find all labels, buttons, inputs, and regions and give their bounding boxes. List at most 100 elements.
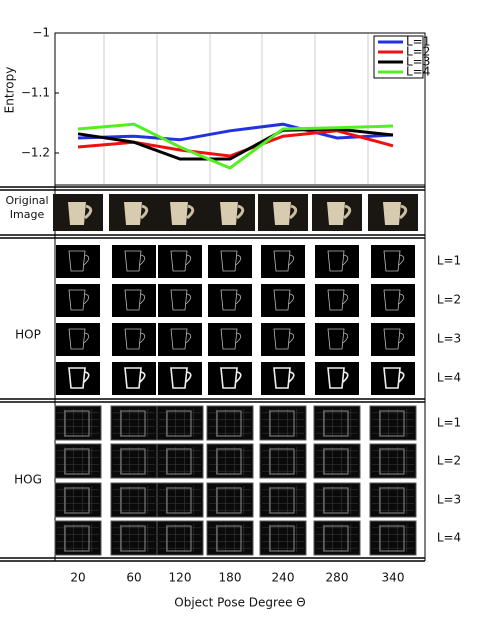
hog-thumb xyxy=(369,405,417,441)
hog-thumb xyxy=(259,482,307,518)
cup-handle xyxy=(289,204,298,220)
hop-label: HOP xyxy=(15,328,41,342)
hop-thumb xyxy=(261,323,305,356)
hog-thumb xyxy=(313,443,361,479)
hop-thumb xyxy=(56,245,100,278)
hog-thumb xyxy=(313,405,361,441)
x-axis-label: Object Pose Degree Θ xyxy=(174,596,305,610)
cup-handle xyxy=(140,204,149,220)
hog-shape xyxy=(64,525,90,552)
cup xyxy=(383,202,401,225)
hog-shape xyxy=(64,448,90,475)
cup xyxy=(68,202,86,225)
hop-thumb xyxy=(208,362,252,395)
x-tick-label: 180 xyxy=(219,571,242,585)
hog-thumb xyxy=(369,520,417,556)
hog-shape xyxy=(166,487,192,514)
x-tick-label: 120 xyxy=(169,571,192,585)
cup xyxy=(327,202,345,225)
hog-shape xyxy=(166,448,192,475)
hop-thumb xyxy=(315,323,359,356)
hog-shape xyxy=(323,525,349,552)
hop-thumb xyxy=(208,323,252,356)
cup-outline xyxy=(124,250,146,272)
hog-thumb xyxy=(206,405,254,441)
cup-outline xyxy=(327,328,349,350)
hog-thumb xyxy=(369,482,417,518)
legend-label: L=2 xyxy=(406,45,430,59)
plot-frame xyxy=(54,32,426,186)
cup-outline xyxy=(327,250,349,272)
hog-shape xyxy=(166,410,192,437)
cup-outline xyxy=(383,289,405,311)
hog-thumb xyxy=(54,482,102,518)
cup-outline xyxy=(273,328,295,350)
hop-thumb xyxy=(208,284,252,317)
hog-thumb xyxy=(313,520,361,556)
cup-outline xyxy=(68,328,90,350)
hog-level-label: L=3 xyxy=(437,493,461,507)
hop-thumb xyxy=(371,245,415,278)
cup-outline xyxy=(220,250,242,272)
hog-shape xyxy=(323,487,349,514)
hop-thumb xyxy=(158,362,202,395)
series-line xyxy=(77,122,394,170)
hog-shape xyxy=(216,487,242,514)
hog-level-label: L=4 xyxy=(437,531,461,545)
x-tick-label: 280 xyxy=(326,571,349,585)
hop-thumb xyxy=(56,362,100,395)
hop-thumb xyxy=(371,362,415,395)
x-tick-label: 20 xyxy=(70,571,85,585)
hog-shape xyxy=(120,525,146,552)
hog-thumb xyxy=(369,443,417,479)
hog-shape xyxy=(323,448,349,475)
hog-shape xyxy=(216,448,242,475)
y-axis-label: Entropy xyxy=(3,67,17,114)
hog-thumb xyxy=(156,443,204,479)
hog-shape xyxy=(379,487,405,514)
x-tick-label: 240 xyxy=(272,571,295,585)
hog-thumb xyxy=(156,482,204,518)
hog-thumb xyxy=(54,443,102,479)
hog-thumb xyxy=(206,443,254,479)
series-line xyxy=(77,122,394,142)
hog-thumb xyxy=(156,520,204,556)
x-tick-label: 340 xyxy=(382,571,405,585)
hop-thumb xyxy=(371,284,415,317)
hop-thumb xyxy=(112,323,156,356)
cup-outline xyxy=(68,250,90,272)
hop-level-label: L=1 xyxy=(437,254,461,268)
original-label: Original Image xyxy=(5,194,49,221)
cup-outline xyxy=(273,250,295,272)
cup-handle xyxy=(343,204,352,220)
series-line xyxy=(77,129,394,158)
hop-thumb xyxy=(56,284,100,317)
hog-thumb xyxy=(54,405,102,441)
hop-thumb xyxy=(56,323,100,356)
y-tick-label: −1.2 xyxy=(21,146,50,160)
hop-thumb xyxy=(112,245,156,278)
legend-label: L=4 xyxy=(406,65,430,79)
cup-outline xyxy=(170,250,192,272)
cup-outline xyxy=(327,289,349,311)
cup-outline xyxy=(170,289,192,311)
hog-thumb xyxy=(110,482,158,518)
hog-shape xyxy=(269,448,295,475)
hog-thumb xyxy=(206,520,254,556)
hop-thumb xyxy=(315,245,359,278)
hog-shape xyxy=(379,525,405,552)
legend-label: L=1 xyxy=(406,35,430,49)
hog-thumb xyxy=(156,405,204,441)
hog-thumb xyxy=(259,520,307,556)
cup-handle xyxy=(186,204,195,220)
cup-outline xyxy=(170,367,192,389)
hop-thumb xyxy=(208,245,252,278)
cup xyxy=(124,202,142,225)
hop-thumb xyxy=(112,284,156,317)
cup-outline xyxy=(220,328,242,350)
hop-thumb xyxy=(158,284,202,317)
hog-shape xyxy=(120,410,146,437)
cup-handle xyxy=(399,204,408,220)
hog-shape xyxy=(64,487,90,514)
hog-thumb xyxy=(206,482,254,518)
